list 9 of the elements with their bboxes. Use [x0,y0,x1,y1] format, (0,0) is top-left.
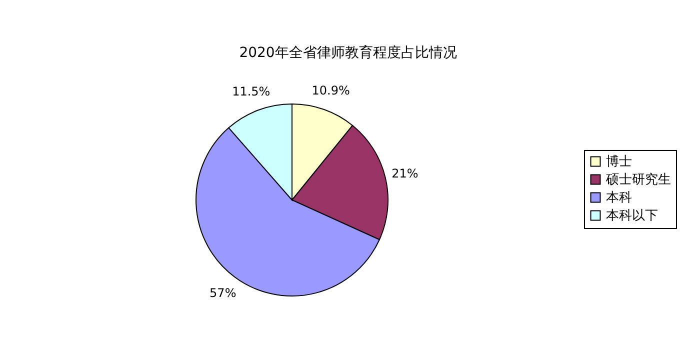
chart-title: 2020年全省律师教育程度占比情况 [239,44,457,61]
legend-label: 本科 [606,190,632,206]
data-label: 10.9% [312,84,350,98]
data-label: 11.5% [232,84,270,98]
legend-label: 本科以下 [606,208,658,224]
legend-label: 博士 [606,154,632,170]
legend-label: 硕士研究生 [605,172,671,188]
data-label: 57% [210,286,236,300]
data-label: 21% [392,166,418,180]
